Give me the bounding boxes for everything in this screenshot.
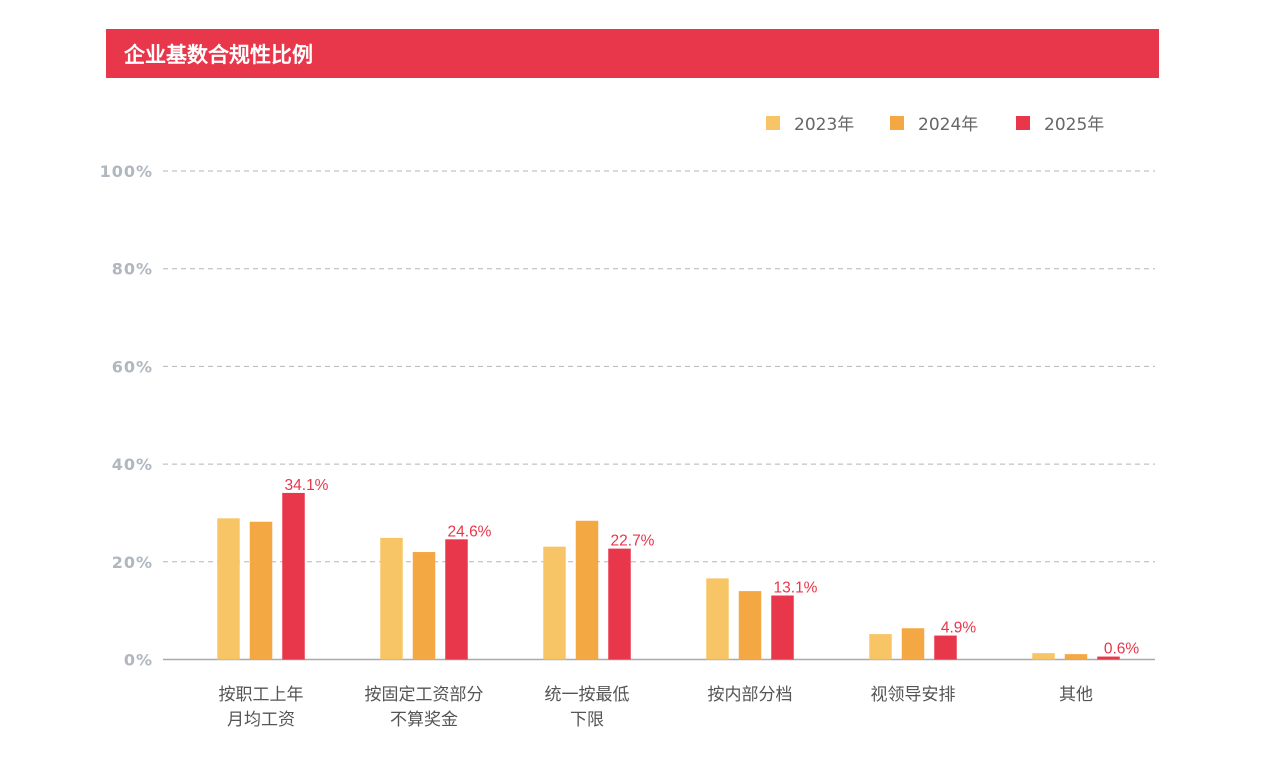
legend-swatch [766, 115, 780, 130]
bar-2023年-5 [1032, 653, 1055, 660]
data-label: 0.6% [1104, 641, 1140, 658]
y-tick-label: 80% [112, 260, 153, 279]
bar-2023年-2 [543, 546, 566, 660]
legend: 2023年 2024年 2025年 [0, 110, 1266, 135]
x-category-label: 按内部分档 [708, 685, 793, 705]
bar-2024年-0 [249, 521, 273, 660]
y-tick-label: 20% [112, 553, 153, 572]
legend-swatch [1016, 115, 1030, 130]
bar-2024年-1 [412, 552, 436, 660]
x-category-label: 按固定工资部分 [365, 685, 484, 705]
bar-2023年-0 [217, 518, 240, 660]
data-label: 24.6% [448, 523, 492, 540]
x-category-label: 下限 [570, 710, 604, 730]
x-category-label: 不算奖金 [390, 710, 458, 730]
bar-2024年-4 [901, 628, 925, 660]
y-tick-label: 100% [100, 162, 153, 181]
x-category-label: 视领导安排 [871, 685, 956, 705]
bar-2025年-1 [445, 539, 468, 660]
bar-2025年-0 [282, 492, 305, 660]
x-category-label: 统一按最低 [545, 685, 630, 705]
legend-swatch [890, 115, 904, 130]
bar-2024年-2 [575, 520, 599, 660]
bar-2023年-3 [706, 578, 729, 660]
bar-2025年-2 [608, 548, 631, 660]
x-category-label: 其他 [1059, 685, 1093, 705]
bar-2024年-3 [738, 591, 762, 660]
bar-2025年-3 [771, 595, 794, 660]
legend-item-2024: 2024年 [890, 110, 978, 135]
data-label: 34.1% [285, 477, 329, 494]
y-tick-label: 0% [124, 651, 153, 670]
x-category-label: 月均工资 [227, 710, 295, 730]
x-category-label: 按职工上年 [219, 685, 304, 705]
bar-2025年-4 [934, 635, 957, 660]
bar-2024年-5 [1064, 654, 1088, 660]
legend-label: 2023年 [794, 115, 855, 135]
legend-item-2025: 2025年 [1016, 110, 1104, 135]
y-tick-label: 60% [112, 357, 153, 376]
legend-item-2023: 2023年 [766, 110, 854, 135]
chart-title: 企业基数合规性比例 [124, 43, 313, 67]
data-label: 4.9% [941, 620, 977, 637]
data-label: 22.7% [611, 533, 655, 550]
legend-label: 2024年 [918, 115, 979, 135]
bar-2025年-5 [1097, 656, 1120, 660]
legend-label: 2025年 [1044, 115, 1105, 135]
title-bar: 企业基数合规性比例 [106, 29, 1159, 78]
y-tick-label: 40% [112, 455, 153, 474]
bar-2023年-4 [869, 634, 892, 660]
bar-2023年-1 [380, 537, 403, 660]
data-label: 13.1% [774, 580, 818, 597]
